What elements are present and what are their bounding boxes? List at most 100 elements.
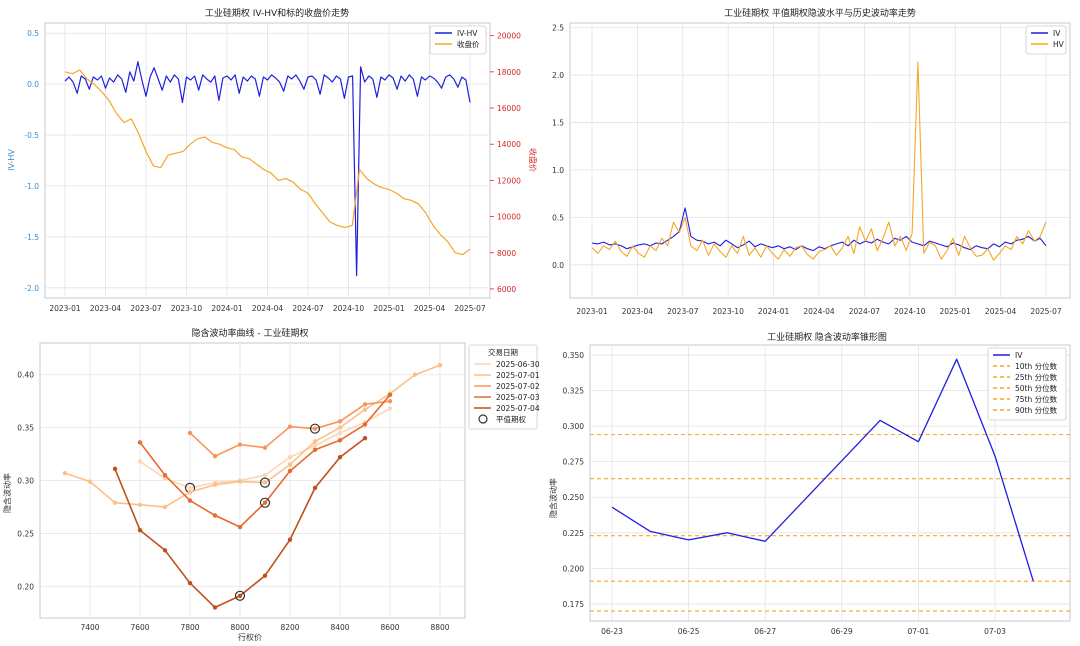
- series-line: [64, 364, 441, 508]
- y-tick-label: 0.225: [563, 529, 585, 538]
- chart-title: 工业硅期权 IV-HV和标的收盘价走势: [205, 7, 349, 19]
- y-right-tick-label: 20000: [497, 32, 521, 41]
- data-point: [262, 473, 268, 478]
- legend-label: 25th 分位数: [1015, 372, 1058, 382]
- legend-label: 2025-06-30: [496, 360, 540, 369]
- legend-label: HV: [1053, 40, 1065, 49]
- data-point: [337, 419, 343, 424]
- legend-label: 收盘价: [457, 39, 480, 49]
- x-tick-label: 2023-10: [171, 304, 203, 313]
- data-point: [162, 473, 168, 478]
- y-right-tick-label: 16000: [497, 104, 521, 113]
- x-tick-label: 2023-07: [667, 307, 699, 316]
- data-point: [262, 500, 268, 505]
- data-point: [287, 424, 293, 429]
- series-line-iv-hv: [64, 61, 471, 277]
- x-tick-label: 2025-04: [414, 304, 446, 313]
- data-point: [187, 485, 193, 491]
- data-point: [362, 422, 368, 427]
- legend-label: IV: [1015, 351, 1023, 360]
- x-tick-label: 2025-01: [373, 304, 405, 313]
- y-tick-label: 0.275: [563, 458, 585, 467]
- y-tick-label: 0.0: [552, 261, 564, 270]
- x-tick-label: 7800: [180, 623, 199, 632]
- atm-marker: [309, 423, 321, 434]
- y-tick-label: 0.175: [563, 600, 585, 609]
- data-point: [337, 430, 343, 436]
- data-point: [137, 459, 143, 464]
- x-tick-label: 2024-07: [849, 307, 881, 316]
- x-tick-label: 8000: [230, 623, 249, 632]
- y-right-tick-label: 14000: [497, 140, 521, 149]
- data-point: [62, 470, 68, 476]
- x-tick-label: 7600: [130, 623, 149, 632]
- x-tick-label: 7400: [80, 623, 99, 632]
- data-point: [412, 372, 418, 377]
- data-point: [262, 480, 268, 485]
- data-point: [187, 489, 193, 495]
- legend-label: 10th 分位数: [1015, 361, 1058, 371]
- x-tick-label: 2024-01: [758, 307, 790, 316]
- data-point: [362, 435, 368, 441]
- y-tick-label: 0.30: [17, 477, 34, 486]
- x-tick-label: 8800: [430, 623, 449, 632]
- y-tick-label: 1.0: [552, 166, 564, 175]
- data-point: [187, 430, 193, 436]
- y-tick-label: 0.300: [563, 422, 585, 431]
- y-right-tick-label: 18000: [497, 68, 521, 77]
- x-tick-label: 2025-07: [454, 304, 486, 313]
- legend-label: 2025-07-03: [496, 393, 540, 402]
- chart-title: 工业硅期权 隐含波动率锥形图: [767, 331, 887, 343]
- x-tick-label: 8600: [380, 623, 399, 632]
- data-point: [162, 504, 168, 510]
- data-point: [312, 426, 318, 431]
- data-point: [137, 502, 143, 508]
- data-point: [262, 573, 268, 578]
- x-tick-label: 2023-01: [49, 304, 81, 313]
- data-point: [237, 442, 243, 447]
- y-tick-label: -1.5: [24, 233, 39, 242]
- data-point: [237, 524, 243, 530]
- data-point: [137, 528, 143, 533]
- y-tick-label: -1.0: [24, 182, 39, 191]
- chart-title: 工业硅期权 平值期权隐波水平与历史波动率走势: [724, 7, 916, 19]
- chart-iv-hv-close-svg: 工业硅期权 IV-HV和标的收盘价走势 IV-HV 收盘价 2023-01 202…: [7, 7, 538, 313]
- series-line-iv: [591, 207, 1047, 252]
- data-point: [287, 537, 293, 542]
- x-tick-label: 2024-10: [894, 307, 926, 316]
- x-tick-label: 2024-07: [292, 304, 324, 313]
- legend-label: 2025-07-04: [496, 404, 540, 413]
- y-tick-label: 0.0: [27, 80, 39, 89]
- data-point: [87, 479, 93, 484]
- x-tick-label: 2023-04: [622, 307, 654, 316]
- y-axis-label: IV-HV: [7, 149, 16, 171]
- y-right-tick-label: 8000: [497, 249, 516, 258]
- data-point: [337, 438, 343, 443]
- chart-iv-hv-close: 工业硅期权 IV-HV和标的收盘价走势 IV-HV 收盘价 2023-01 202…: [0, 0, 540, 323]
- legend-marker: [478, 414, 488, 424]
- y-tick-label: -0.5: [24, 131, 39, 140]
- x-tick-label: 06-23: [601, 627, 623, 636]
- y-tick-label: 0.350: [563, 351, 585, 360]
- data-point: [337, 455, 343, 460]
- x-tick-label: 2025-07: [1030, 307, 1062, 316]
- legend-label: IV-HV: [457, 29, 478, 38]
- data-point: [212, 513, 218, 518]
- data-point: [387, 392, 393, 398]
- y-axis-label: 隐含波动率: [548, 478, 558, 518]
- data-point: [237, 479, 243, 484]
- x-tick-label: 8200: [280, 623, 299, 632]
- y-right-tick-label: 6000: [497, 285, 516, 294]
- chart-atm-iv-hv: 工业硅期权 平值期权隐波水平与历史波动率走势 2023-01 2023-04 202…: [540, 0, 1080, 323]
- x-tick-label: 06-27: [754, 627, 776, 636]
- legend-label: 90th 分位数: [1015, 405, 1058, 415]
- y-tick-label: 0.20: [17, 582, 34, 591]
- y-tick-label: 0.250: [563, 493, 585, 502]
- y-tick-label: 2.0: [552, 71, 564, 80]
- legend-label: 2025-07-01: [496, 371, 540, 380]
- y-tick-label: -2.0: [24, 284, 39, 293]
- data-point: [337, 425, 343, 430]
- data-point: [312, 447, 318, 453]
- y-tick-label: 0.40: [17, 371, 34, 380]
- data-point: [312, 443, 318, 448]
